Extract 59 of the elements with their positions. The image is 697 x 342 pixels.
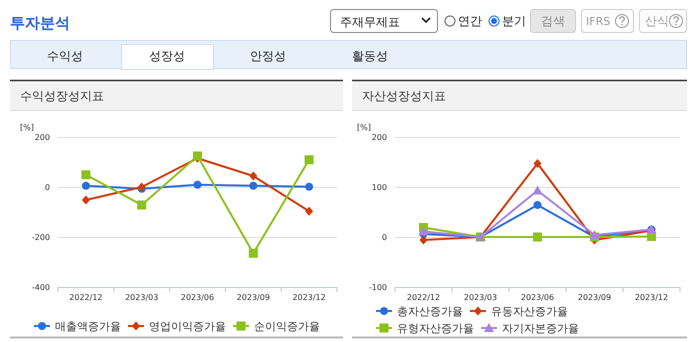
point — [533, 232, 542, 242]
legend-label: 유형자산증가율 — [397, 322, 474, 335]
y-tick-label: -200 — [32, 233, 50, 242]
x-tick-label: 2023/06 — [180, 293, 214, 302]
text: 수익성 — [47, 49, 83, 63]
text: 안정성 — [250, 49, 286, 63]
x-tick-label: 2023/09 — [236, 293, 270, 302]
legend-label: 자기자본증가율 — [502, 322, 579, 335]
y-tick-label: -100 — [368, 283, 387, 292]
point — [305, 182, 314, 191]
y-axis-title: [%] — [357, 123, 371, 132]
x-tick-label: 2023/03 — [125, 293, 158, 302]
point — [137, 200, 146, 210]
y-tick-label: 0 — [382, 233, 387, 242]
point — [304, 155, 314, 164]
y-tick-label: 0 — [44, 183, 50, 192]
x-tick-label: 2022/12 — [69, 293, 103, 302]
text: 연간 — [458, 14, 482, 28]
legend-label: 유동자산증가율 — [491, 305, 568, 318]
text: IFRS — [586, 15, 610, 28]
point — [193, 152, 202, 160]
x-tick-label: 2023/03 — [464, 293, 498, 302]
chart-title: 수익성장성지표 — [20, 89, 104, 103]
text: 분기 — [502, 14, 526, 28]
legend-label: 순이익증가율 — [254, 320, 320, 333]
point — [82, 182, 90, 190]
point — [305, 206, 314, 216]
text: 성장성 — [149, 49, 185, 63]
x-tick-label: 2023/12 — [634, 293, 668, 302]
text: 산식 — [645, 14, 669, 28]
text: 활동성 — [352, 49, 388, 63]
y-tick-label: 200 — [372, 133, 387, 142]
point — [534, 201, 542, 209]
text: 검색 — [541, 14, 565, 28]
point — [534, 159, 542, 168]
point — [81, 170, 90, 180]
x-tick-label: 2023/09 — [578, 293, 612, 302]
y-tick-label: -400 — [32, 283, 50, 292]
point — [82, 196, 90, 204]
y-tick-label: 100 — [372, 183, 387, 192]
x-tick-label: 2023/06 — [520, 293, 554, 302]
text: 투자분석 — [10, 14, 70, 32]
legend-label: 매출액증가율 — [55, 320, 121, 333]
x-tick-label: 2022/12 — [406, 293, 440, 302]
point — [249, 172, 258, 180]
x-tick-label: 2023/12 — [292, 293, 326, 302]
legend-label: 영업이익증가율 — [149, 320, 226, 333]
legend-label: 총자산증가율 — [397, 305, 463, 318]
y-tick-label: 200 — [34, 133, 50, 142]
point — [420, 236, 428, 244]
chart-title: 자산성장성지표 — [362, 89, 446, 103]
point — [194, 180, 202, 189]
y-axis-title: [%] — [20, 123, 34, 132]
text: 주재무제표 — [340, 15, 400, 29]
point — [248, 248, 258, 258]
point — [249, 182, 258, 190]
point — [590, 230, 600, 239]
point — [418, 226, 428, 236]
point — [532, 186, 542, 194]
